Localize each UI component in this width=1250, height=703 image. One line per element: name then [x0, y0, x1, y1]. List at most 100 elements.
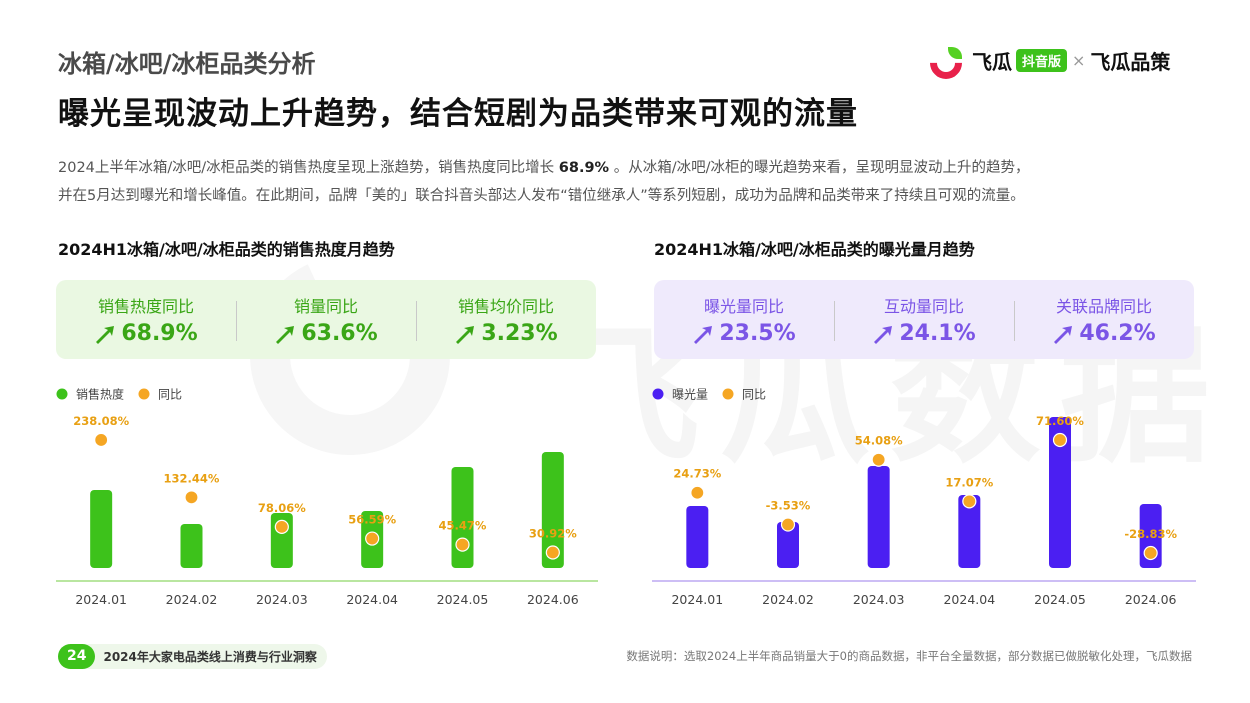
yoy-dot	[690, 485, 705, 500]
yoy-label: 24.73%	[673, 467, 721, 481]
up-arrow-icon	[694, 325, 713, 344]
kpi-exposure: 曝光量同比 23.5%	[654, 293, 834, 346]
yoy-label: 132.44%	[164, 471, 220, 485]
kpi-value: 63.6%	[301, 321, 378, 346]
kpi-value-row: 68.9%	[56, 321, 236, 346]
logo-separator: ×	[1072, 50, 1086, 70]
intro-paragraph: 2024上半年冰箱/冰吧/冰柜品类的销售热度呈现上涨趋势，销售热度同比增长 68…	[58, 154, 1208, 210]
yoy-dot	[455, 537, 470, 552]
yoy-dot	[274, 519, 289, 534]
legend-marker-yoy	[138, 388, 150, 400]
kpi-label: 曝光量同比	[703, 297, 784, 316]
logo-name-2: 飞瓜品策	[1090, 49, 1171, 74]
yoy-label: 17.07%	[945, 475, 993, 489]
yoy-label: 56.59%	[348, 513, 396, 527]
report-title: 2024年大家电品类线上消费与行业洞察	[103, 650, 317, 664]
sales-heat-chart: 销售热度 同比 238.08% 2024.01 132.44% 2024.02 78.06%…	[56, 387, 598, 607]
x-tick-label: 2024.01	[671, 592, 723, 607]
x-tick-label: 2024.02	[166, 592, 218, 607]
kpi-value: 46.2%	[1079, 321, 1156, 346]
legend-marker-bar	[652, 388, 664, 400]
yoy-dot	[94, 432, 109, 448]
legend-label-yoy: 同比	[742, 388, 766, 402]
kpi-label: 销售均价同比	[457, 297, 554, 316]
kpi-label: 关联品牌同比	[1055, 297, 1152, 316]
bar	[867, 466, 890, 568]
kpi-value: 23.5%	[719, 321, 796, 346]
yoy-dot	[184, 490, 199, 505]
left-chart-title: 2024H1冰箱/冰吧/冰柜品类的销售热度月趋势	[58, 240, 395, 259]
feigua-logo-icon	[923, 40, 969, 86]
kpi-value-row: 63.6%	[236, 321, 416, 346]
kpi-interaction: 互动量同比 24.1%	[834, 293, 1014, 346]
intro-line1-post: 。从冰箱/冰吧/冰柜的曝光趋势来看，呈现明显波动上升的趋势，	[609, 160, 1030, 176]
up-arrow-icon	[96, 325, 115, 344]
logo-badge: 抖音版	[1016, 48, 1068, 72]
up-arrow-icon	[276, 325, 295, 344]
page-number: 24	[58, 644, 96, 669]
up-arrow-icon	[456, 325, 475, 344]
up-arrow-icon	[874, 325, 893, 344]
bar	[777, 522, 799, 568]
footer-badge: 24 2024年大家电品类线上消费与行业洞察	[58, 644, 327, 669]
x-tick-label: 2024.06	[1125, 592, 1177, 607]
brand-logo: 飞瓜 抖音版 × 飞瓜品策	[923, 40, 1171, 86]
bar	[958, 495, 981, 568]
kpi-brand: 关联品牌同比 46.2%	[1014, 293, 1194, 346]
exposure-chart: 曝光量 同比 24.73% 2024.01 -3.53% 2024.02 54.08% 202…	[652, 388, 1196, 607]
legend-label-yoy: 同比	[158, 388, 182, 402]
x-tick-label: 2024.04	[943, 592, 995, 607]
yoy-label: 45.47%	[439, 519, 487, 533]
kpi-label: 销量同比	[293, 297, 358, 316]
legend-label-bar: 曝光量	[672, 388, 708, 402]
x-tick-label: 2024.03	[256, 592, 308, 607]
kpi-avg-price: 销售均价同比 3.23%	[416, 293, 596, 346]
kpi-sales-volume: 销量同比 63.6%	[236, 293, 416, 346]
kpi-label: 互动量同比	[883, 297, 964, 316]
yoy-label: 78.06%	[258, 501, 306, 515]
yoy-dot	[545, 545, 560, 560]
legend-marker-bar	[56, 388, 68, 400]
bar	[541, 452, 564, 568]
yoy-dot	[1052, 432, 1068, 448]
x-tick-label: 2024.04	[346, 592, 398, 607]
kpi-value: 3.23%	[481, 321, 558, 346]
bar	[451, 467, 474, 568]
x-tick-label: 2024.05	[1034, 592, 1086, 607]
intro-highlight: 68.9%	[558, 160, 610, 176]
x-tick-label: 2024.05	[437, 592, 489, 607]
yoy-label: 238.08%	[73, 414, 129, 428]
yoy-dot	[871, 452, 886, 467]
data-note: 数据说明：选取2024上半年商品销量大于0的商品数据，非平台全量数据，部分数据已…	[626, 649, 1192, 663]
legend-label-bar: 销售热度	[76, 387, 124, 402]
exposure-kpi-panel: 曝光量同比 23.5% 互动量同比 24.1% 关联品牌同比 46.2%	[654, 280, 1194, 359]
yoy-label: -3.53%	[766, 499, 811, 513]
kpi-label: 销售热度同比	[97, 297, 194, 316]
yoy-dot	[962, 494, 977, 509]
x-tick-label: 2024.03	[853, 592, 905, 607]
yoy-label: -28.83%	[1124, 527, 1177, 541]
intro-line2: 并在5月达到曝光和增长峰值。在此期间，品牌「美的」联合抖音头部达人发布“错位继承…	[58, 188, 1025, 204]
kpi-value: 68.9%	[121, 321, 198, 346]
kpi-value-row: 24.1%	[834, 321, 1014, 346]
intro-line1-pre: 2024上半年冰箱/冰吧/冰柜品类的销售热度呈现上涨趋势，销售热度同比增长	[58, 160, 559, 176]
bar	[1049, 417, 1071, 568]
kpi-sales-heat: 销售热度同比 68.9%	[56, 293, 236, 346]
yoy-label: 54.08%	[855, 434, 903, 448]
yoy-dot	[1143, 545, 1158, 561]
yoy-label: 71.60%	[1036, 414, 1084, 428]
kpi-value-row: 23.5%	[654, 321, 834, 346]
kpi-value-row: 46.2%	[1014, 321, 1194, 346]
kpi-value-row: 3.23%	[416, 321, 596, 346]
yoy-label: 30.92%	[529, 527, 577, 541]
yoy-dot	[365, 531, 380, 546]
bar	[90, 490, 113, 568]
bar	[686, 506, 709, 568]
kpi-value: 24.1%	[899, 321, 976, 346]
yoy-dot	[780, 517, 796, 532]
legend-marker-yoy	[722, 388, 734, 400]
section-category: 冰箱/冰吧/冰柜品类分析	[58, 50, 316, 78]
page-title: 曝光呈现波动上升趋势，结合短剧为品类带来可观的流量	[58, 96, 858, 132]
sales-kpi-panel: 销售热度同比 68.9% 销量同比 63.6% 销售均价同比 3.23%	[56, 280, 596, 359]
up-arrow-icon	[1054, 325, 1073, 344]
